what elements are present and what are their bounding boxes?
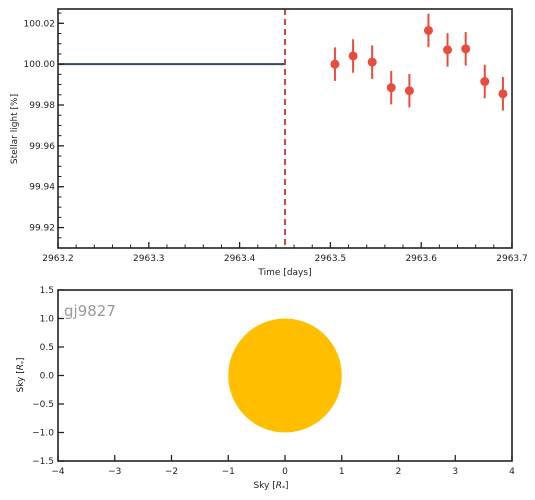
y-tick-label: −1.0 <box>32 429 54 439</box>
sky-ylabel-close: ] <box>16 357 26 361</box>
light-curve-panel: 2963.2 2963.3 2963.4 2963.5 2963.6 2963.7 99.9… <box>10 8 528 278</box>
x-tick-label: 4 <box>509 467 515 477</box>
data-point <box>404 86 414 96</box>
sky-plot-area <box>228 318 342 433</box>
x-tick-label: 2963.4 <box>224 254 256 264</box>
y-tick-label: 1.0 <box>40 315 55 325</box>
data-point <box>498 89 508 99</box>
y-tick-label: 99.94 <box>29 183 55 193</box>
sky-ylabel-sub: * <box>20 361 27 364</box>
sky-xlabel-close: ] <box>285 481 289 491</box>
data-point <box>348 51 358 61</box>
sky-xlabel-r: R <box>276 481 282 491</box>
y-tick-label: 99.92 <box>29 224 55 234</box>
data-point <box>386 83 396 93</box>
x-tick-label: −3 <box>108 467 121 477</box>
data-point <box>367 57 377 67</box>
x-tick-label: 1 <box>339 467 345 477</box>
x-tick-label: −1 <box>222 467 235 477</box>
y-tick-label: 100.00 <box>24 60 56 70</box>
sky-ylabel: Sky [R*] <box>16 357 27 392</box>
x-tick-label: 3 <box>452 467 458 477</box>
data-point <box>443 45 453 55</box>
star-name-label: gj9827 <box>64 302 116 320</box>
y-tick-label: −1.5 <box>32 457 54 467</box>
x-tick-label: 2963.2 <box>42 254 74 264</box>
sky-xlabel-sub: * <box>282 485 285 492</box>
x-tick-label: −2 <box>165 467 178 477</box>
y-tick-label: 0.0 <box>40 372 55 382</box>
x-tick-label: −4 <box>51 467 65 477</box>
y-tick-label: −0.5 <box>32 400 54 410</box>
data-point <box>461 44 471 54</box>
light-curve-xlabel: Time [days] <box>257 268 311 278</box>
x-tick-label: 0 <box>282 467 288 477</box>
y-tick-label: 99.96 <box>29 142 55 152</box>
x-tick-label: 2963.6 <box>405 254 437 264</box>
y-tick-label: 1.5 <box>40 286 54 296</box>
x-tick-label: 2 <box>396 467 402 477</box>
y-tick-label: 100.02 <box>24 19 56 29</box>
sky-ticks: −4 −3 −2 −1 0 1 2 3 4 −1.5 −1.0 −0.5 0.0 0.5 1.0 1.5 <box>32 286 515 477</box>
sky-frame <box>57 289 513 462</box>
x-tick-label: 2963.3 <box>133 254 165 264</box>
sky-xlabel: Sky [R*] <box>253 481 288 492</box>
data-point <box>480 77 490 87</box>
x-tick-label: 2963.5 <box>315 254 347 264</box>
y-tick-label: 0.5 <box>40 343 54 353</box>
sky-ylabel-r: R <box>16 364 26 370</box>
data-point <box>330 59 340 69</box>
light-curve-frame <box>57 8 513 249</box>
y-tick-label: 99.98 <box>29 101 55 111</box>
sky-panel: gj9827 −4 −3 −2 −1 0 1 2 3 4 −1.5 −1.0 −0.5 0.0 0.5 1.… <box>16 286 515 492</box>
light-curve-plot-area <box>58 9 508 248</box>
data-point <box>423 25 433 35</box>
sky-ylabel-text: Sky [ <box>16 370 26 392</box>
star-disk <box>228 318 342 433</box>
sky-xlabel-text: Sky [ <box>253 481 275 491</box>
x-tick-label: 2963.7 <box>496 254 528 264</box>
light-curve-ticks: 2963.2 2963.3 2963.4 2963.5 2963.6 2963.7 99.9… <box>24 12 528 264</box>
light-curve-ylabel: Stellar light [%] <box>10 94 20 164</box>
